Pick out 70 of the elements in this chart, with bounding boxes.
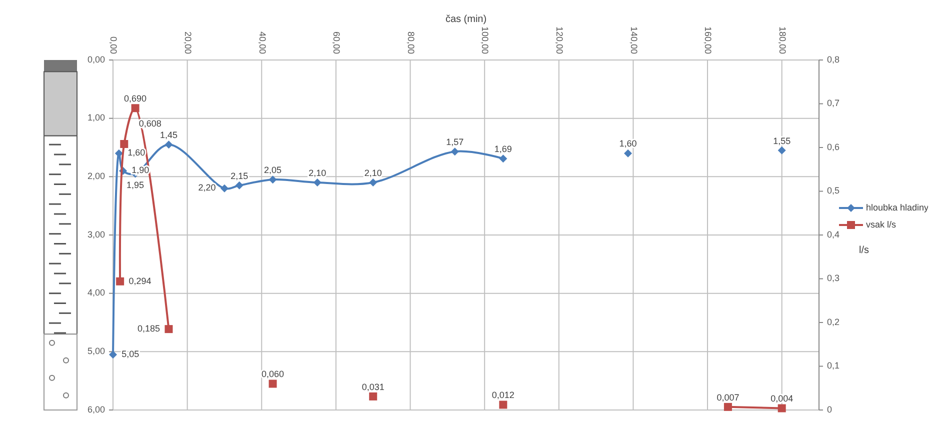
y2-tick-label: 0,4	[827, 229, 840, 240]
point	[235, 181, 244, 190]
x-tick-label: 100,00	[480, 26, 490, 54]
data-label: 0,004	[770, 394, 794, 404]
data-label: 1,69	[494, 144, 512, 154]
data-label: 1,45	[160, 130, 178, 140]
data-label: 2,05	[264, 164, 282, 175]
x-tick-label: 120,00	[554, 26, 565, 54]
point	[724, 402, 732, 411]
data-label: 5,05	[122, 348, 140, 359]
x-tick-label: 40,00	[257, 31, 268, 54]
data-label: 2,10	[364, 168, 382, 178]
y2-axis-title: l/s	[859, 245, 869, 256]
y2-tick-label: 0,7	[827, 98, 840, 108]
y2-tick-label: 0,8	[827, 54, 840, 64]
point	[268, 380, 277, 388]
point	[164, 140, 173, 149]
data-label: 1,60	[619, 138, 637, 149]
y2-tick-label: 0,6	[827, 142, 840, 152]
y-tick-label: 4,00	[87, 288, 105, 298]
x-tick-label: 0,00	[108, 36, 119, 54]
y-tick-label: 0,00	[87, 54, 105, 64]
data-label: 1,60	[128, 148, 146, 158]
data-label: 1,95	[126, 180, 144, 190]
point	[313, 178, 322, 186]
y-tick-label: 3,00	[87, 229, 105, 240]
point	[109, 350, 117, 359]
x-tick-label: 160,00	[703, 26, 714, 54]
y2-tick-label: 0,2	[827, 316, 840, 327]
data-label: 0,012	[492, 390, 514, 400]
point	[369, 392, 378, 400]
data-label: 1,55	[773, 136, 791, 146]
y-tick-label: 6,00	[87, 404, 105, 414]
data-label: 0,007	[716, 392, 740, 402]
data-label: 0,185	[137, 323, 160, 334]
point	[164, 325, 173, 334]
y2-tick-label: 0	[827, 404, 832, 414]
point	[116, 277, 124, 286]
data-label: 0,060	[262, 369, 284, 380]
y-tick-label: 5,00	[87, 346, 105, 356]
point	[268, 176, 277, 184]
data-label: 2,20	[198, 182, 216, 193]
x-tick-label: 180,00	[777, 26, 788, 54]
data-label: 0,294	[128, 276, 152, 286]
x-tick-label: 60,00	[332, 31, 342, 54]
point	[499, 400, 508, 409]
x-tick-label: 20,00	[182, 31, 193, 54]
point	[369, 178, 378, 186]
data-label: 1,57	[446, 136, 464, 147]
point	[220, 184, 228, 192]
y-tick-label: 1,00	[87, 112, 105, 123]
y2-tick-label: 0,1	[827, 360, 840, 371]
x-tick-label: 140,00	[628, 26, 639, 54]
data-label: 0,690	[124, 94, 147, 104]
data-label: 2,15	[230, 170, 248, 181]
point	[778, 146, 786, 154]
data-label: 2,10	[308, 168, 326, 178]
x-tick-label: 80,00	[406, 31, 416, 54]
point	[778, 404, 786, 412]
point	[450, 148, 459, 156]
y2-tick-label: 0,3	[827, 273, 840, 284]
legend-label: vsak l/s	[866, 219, 897, 230]
point	[624, 149, 632, 158]
x-axis-title: čas (min)	[445, 14, 487, 25]
y2-tick-label: 0,5	[827, 186, 840, 196]
y-tick-label: 2,00	[87, 171, 105, 182]
point	[499, 154, 508, 163]
point	[120, 140, 128, 148]
point	[131, 104, 140, 112]
data-label: 0,031	[362, 382, 384, 392]
